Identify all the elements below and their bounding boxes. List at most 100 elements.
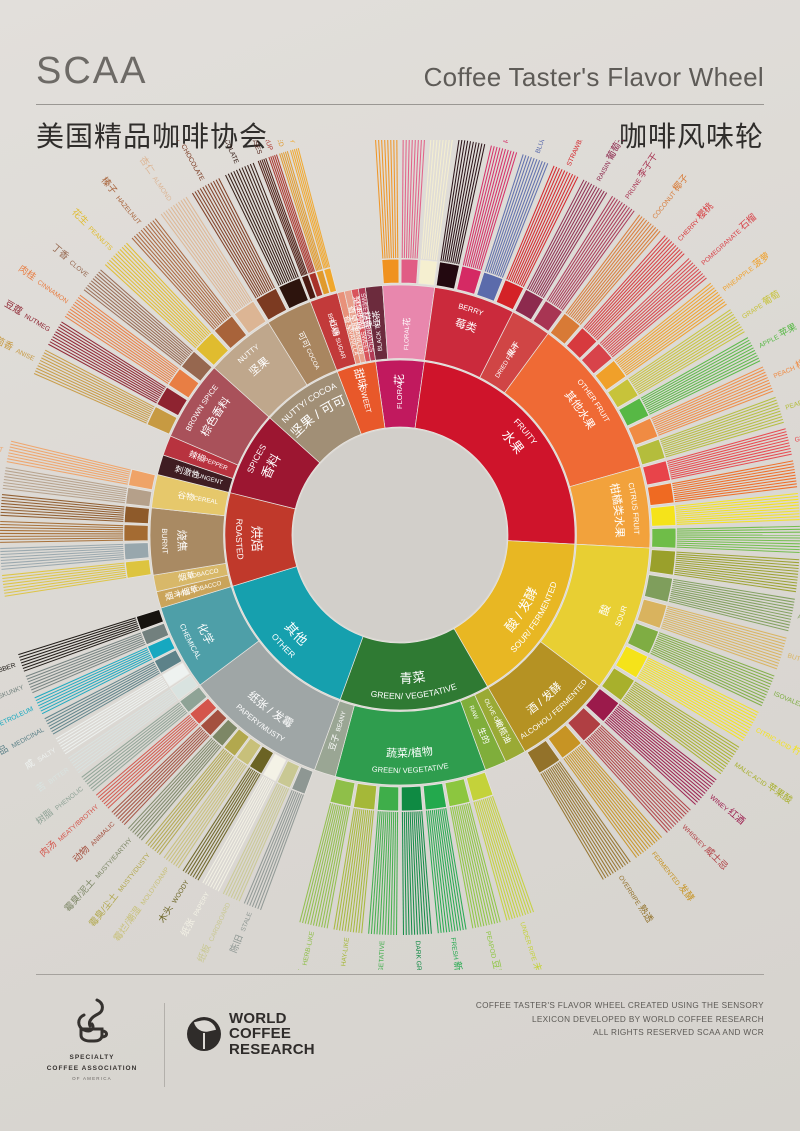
flavor-spoke xyxy=(37,365,150,419)
wheel-flavor-swatch-malic-acid[interactable] xyxy=(601,667,635,702)
wheel-flavor-swatch-blackberry[interactable] xyxy=(435,261,460,290)
wheel-flavor-swatch-orange[interactable] xyxy=(647,482,675,506)
flavor-spoke xyxy=(672,463,794,487)
wheel-flavor-swatch-chocolate[interactable] xyxy=(255,288,288,321)
flavor-spoke xyxy=(634,321,739,388)
wheel-flavor-swatch-pomegranate[interactable] xyxy=(580,342,613,375)
wheel-flavor-swatch-apple[interactable] xyxy=(618,397,650,427)
wheel-flavor-swatch-pear[interactable] xyxy=(635,438,666,466)
wheel-flavor-swatch-dark-chocolate[interactable] xyxy=(278,277,309,310)
wheel-flavor-swatch-malt[interactable] xyxy=(128,468,156,491)
wheel-flavor-swatch-acrid[interactable] xyxy=(124,559,152,579)
flavor-spoke xyxy=(468,147,501,267)
flavor-spoke xyxy=(175,764,246,867)
flavor-spoke xyxy=(433,140,450,261)
wheel-flavor-swatch-honey[interactable] xyxy=(323,267,337,294)
wheel-flavor-swatch-papery[interactable] xyxy=(262,753,287,782)
wheel-flavor-swatch-isovaleric-acid[interactable] xyxy=(627,622,660,655)
wheel-flavor-swatch-meaty-brothy[interactable] xyxy=(189,697,218,725)
flavor-spoke xyxy=(665,418,784,456)
wheel-flavor-swatch-lime[interactable] xyxy=(651,527,677,549)
wheel-flavor-swatch-petroleum[interactable] xyxy=(147,636,176,660)
wheel-flavor-swatch-whiskey[interactable] xyxy=(567,707,602,742)
wheel-flavor-swatch-phenolic[interactable] xyxy=(179,686,208,713)
wheel-flavor-swatch-cardboard[interactable] xyxy=(276,760,300,789)
wheel-flavor-swatch-acetic-acid[interactable] xyxy=(644,574,673,603)
flavor-label-grapefruit: GRAPEFRUIT 葡萄柚 xyxy=(793,417,800,445)
wheel-flavor-swatch-clove[interactable] xyxy=(180,350,213,382)
wheel-flavor-swatch-rubber[interactable] xyxy=(135,609,164,631)
wheel-flavor-swatch-overripe[interactable] xyxy=(526,740,561,774)
wheel-flavor-swatch-peach[interactable] xyxy=(627,417,659,446)
wheel-flavor-swatch-rose[interactable] xyxy=(400,258,419,284)
wheel-flavor-swatch-maple-syrup[interactable] xyxy=(308,271,324,298)
wheel-flavor-swatch-molasses[interactable] xyxy=(301,274,317,301)
wheel-flavor-swatch-peapod[interactable] xyxy=(444,778,471,807)
wheel-flavor-swatch-peanuts[interactable] xyxy=(195,332,229,366)
wheel-flavor-swatch-winey[interactable] xyxy=(585,688,620,723)
flavor-spoke xyxy=(540,190,605,298)
wheel-flavor-swatch-blueberry[interactable] xyxy=(476,271,504,302)
flavor-spoke xyxy=(225,784,280,896)
wheel-flavor-swatch-hay-like[interactable] xyxy=(353,782,378,811)
wheel-flavor-swatch-grapefruit[interactable] xyxy=(642,460,671,486)
wheel-flavor-swatch-ashy[interactable] xyxy=(123,542,150,561)
wheel-flavor-swatch-prune[interactable] xyxy=(532,300,563,332)
wheel-flavor-swatch-under-ripe[interactable] xyxy=(466,771,494,802)
wheel-flavor-swatch-moldy-damp[interactable] xyxy=(235,737,262,766)
flavor-spoke xyxy=(669,442,790,472)
wheel-flavor-swatch-salty[interactable] xyxy=(161,662,191,688)
wheel-flavor-swatch-fresh[interactable] xyxy=(422,782,447,811)
flavor-spoke xyxy=(472,149,506,268)
wheel-flavor-swatch-animalic[interactable] xyxy=(199,708,228,737)
wheel-flavor-swatch-grape[interactable] xyxy=(607,378,639,409)
wheel-flavor-swatch-raspberry[interactable] xyxy=(456,265,482,295)
wheel-flavor-swatch-herb-like[interactable] xyxy=(329,778,356,807)
flavor-label-en: PEAPOD xyxy=(484,931,497,961)
wheel-flavor-swatch-fermented[interactable] xyxy=(547,724,582,759)
wheel-flavor-swatch-raisin[interactable] xyxy=(514,288,544,321)
radial-label: RAW xyxy=(467,705,479,721)
flavor-spoke xyxy=(633,683,738,751)
wheel-flavor-swatch-musty-earthy[interactable] xyxy=(211,718,239,747)
wheel-flavor-swatch-vegetative[interactable] xyxy=(377,785,400,812)
wheel-flavor-swatch-medicinal[interactable] xyxy=(153,649,183,674)
wheel-flavor-swatch-stale[interactable] xyxy=(291,766,314,795)
flavor-spoke xyxy=(573,223,652,320)
wheel-flavor-swatch-woody[interactable] xyxy=(248,745,274,775)
flavor-spoke xyxy=(410,140,416,259)
wheel-flavor-swatch-sour-aromatics[interactable] xyxy=(648,549,676,576)
flavor-spoke xyxy=(315,805,343,927)
wheel-flavor-swatch-cinnamon[interactable] xyxy=(167,368,200,399)
wheel-flavor-swatch-musty-dusty[interactable] xyxy=(223,728,250,757)
wheel-subcategory-sweet-aromatics[interactable] xyxy=(357,287,376,362)
wheel-flavor-swatch-anise[interactable] xyxy=(146,406,178,435)
wheel-flavor-swatch-nutmeg[interactable] xyxy=(156,386,188,417)
wheel-flavor-swatch-brown-roast[interactable] xyxy=(123,505,150,524)
wheel-flavor-swatch-grain[interactable] xyxy=(125,487,153,507)
wheel-flavor-swatch-bitter[interactable] xyxy=(170,674,199,701)
wheel-flavor-swatch-lemon[interactable] xyxy=(650,504,677,527)
wheel-flavor-swatch-smoky[interactable] xyxy=(123,524,149,542)
wheel-flavor-swatch-hazelnut[interactable] xyxy=(213,315,248,350)
wheel-flavor-swatch-pineapple[interactable] xyxy=(594,360,627,391)
wheel-flavor-swatch-butyric-acid[interactable] xyxy=(636,598,668,629)
wheel-flavor-swatch-cherry[interactable] xyxy=(565,327,598,359)
wheel-flavor-swatch-caramelized[interactable] xyxy=(315,269,331,296)
wheel-flavor-swatch-skunky[interactable] xyxy=(141,622,170,646)
wheel-flavor-spokes-musty-dusty xyxy=(145,748,234,855)
wheel-category-sweet[interactable] xyxy=(336,361,386,435)
wheel-flavor-swatch-citric-acid[interactable] xyxy=(615,645,649,679)
flavor-spoke xyxy=(676,510,800,519)
flavor-label-anise: 茴香 ANISE xyxy=(0,333,38,367)
flavor-spoke xyxy=(411,811,418,935)
wheel-flavor-swatch-almond[interactable] xyxy=(233,300,267,334)
wheel-flavor-swatch-chamomile[interactable] xyxy=(381,258,400,284)
wheel-flavor-swatch-jasmine[interactable] xyxy=(418,259,438,286)
wheel-category-fruity[interactable] xyxy=(414,361,576,545)
flavor-label-cn: 柠檬酸 xyxy=(790,744,800,767)
wheel-flavor-swatch-dark-green[interactable] xyxy=(400,785,423,812)
wheel-flavor-swatch-strawberry[interactable] xyxy=(495,279,525,311)
wheel-flavor-swatch-coconut[interactable] xyxy=(549,312,581,345)
flavor-spoke xyxy=(5,467,128,489)
